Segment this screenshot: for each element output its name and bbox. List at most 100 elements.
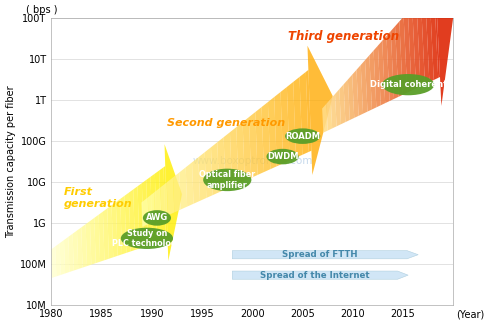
Polygon shape bbox=[268, 97, 277, 169]
Polygon shape bbox=[173, 172, 181, 212]
Polygon shape bbox=[55, 243, 61, 277]
Polygon shape bbox=[60, 240, 65, 275]
Polygon shape bbox=[165, 144, 182, 261]
Polygon shape bbox=[307, 46, 333, 175]
Polygon shape bbox=[154, 188, 162, 221]
Text: www.boxoptronics.com: www.boxoptronics.com bbox=[192, 157, 313, 166]
Polygon shape bbox=[352, 70, 359, 118]
Polygon shape bbox=[387, 31, 394, 101]
Polygon shape bbox=[378, 41, 385, 105]
Polygon shape bbox=[343, 80, 350, 122]
Polygon shape bbox=[164, 166, 168, 240]
Polygon shape bbox=[150, 174, 157, 244]
Polygon shape bbox=[262, 102, 270, 172]
Polygon shape bbox=[129, 189, 135, 252]
Polygon shape bbox=[230, 127, 239, 187]
Polygon shape bbox=[167, 177, 174, 215]
Polygon shape bbox=[90, 218, 96, 265]
Polygon shape bbox=[348, 75, 354, 120]
Polygon shape bbox=[326, 99, 332, 131]
Polygon shape bbox=[287, 82, 296, 161]
Polygon shape bbox=[124, 193, 131, 253]
Polygon shape bbox=[331, 94, 337, 128]
Polygon shape bbox=[434, 0, 440, 78]
Ellipse shape bbox=[382, 74, 434, 95]
Polygon shape bbox=[94, 215, 100, 263]
Polygon shape bbox=[51, 246, 56, 278]
Polygon shape bbox=[299, 72, 309, 155]
Polygon shape bbox=[236, 122, 245, 184]
Text: (Year): (Year) bbox=[456, 309, 485, 319]
Text: Optical fiber
amplifier: Optical fiber amplifier bbox=[199, 170, 255, 189]
Polygon shape bbox=[429, 0, 438, 80]
Polygon shape bbox=[339, 84, 345, 124]
Text: AWG: AWG bbox=[146, 214, 168, 222]
Polygon shape bbox=[73, 230, 78, 270]
Text: First
generation: First generation bbox=[64, 188, 132, 209]
Polygon shape bbox=[335, 89, 341, 126]
Polygon shape bbox=[64, 237, 70, 273]
Text: Study on
PLC technology: Study on PLC technology bbox=[112, 229, 182, 248]
Polygon shape bbox=[382, 36, 390, 103]
Polygon shape bbox=[148, 192, 155, 224]
Ellipse shape bbox=[143, 210, 171, 226]
Polygon shape bbox=[416, 0, 425, 86]
Polygon shape bbox=[425, 0, 434, 82]
Polygon shape bbox=[186, 162, 194, 207]
Polygon shape bbox=[146, 177, 153, 245]
Ellipse shape bbox=[285, 128, 320, 144]
Text: ROADM: ROADM bbox=[285, 132, 320, 141]
Polygon shape bbox=[356, 65, 363, 116]
Text: Third generation: Third generation bbox=[288, 30, 399, 43]
Polygon shape bbox=[120, 196, 126, 254]
Polygon shape bbox=[205, 147, 213, 198]
Polygon shape bbox=[142, 180, 148, 247]
Polygon shape bbox=[322, 104, 328, 133]
Y-axis label: Transmission capacity per fiber: Transmission capacity per fiber bbox=[5, 85, 16, 238]
Polygon shape bbox=[68, 234, 74, 272]
Polygon shape bbox=[421, 0, 429, 84]
Text: ( bps ): ( bps ) bbox=[26, 5, 58, 15]
Polygon shape bbox=[86, 221, 91, 266]
Polygon shape bbox=[293, 77, 302, 158]
Polygon shape bbox=[274, 92, 283, 166]
Polygon shape bbox=[103, 208, 109, 260]
Polygon shape bbox=[217, 137, 225, 192]
Polygon shape bbox=[133, 186, 140, 250]
Polygon shape bbox=[179, 167, 187, 210]
Polygon shape bbox=[198, 152, 206, 201]
Text: Spread of the Internet: Spread of the Internet bbox=[260, 271, 370, 280]
Polygon shape bbox=[232, 251, 418, 259]
Polygon shape bbox=[404, 12, 412, 93]
Polygon shape bbox=[306, 70, 311, 152]
Polygon shape bbox=[232, 271, 408, 279]
Polygon shape bbox=[243, 117, 251, 181]
Polygon shape bbox=[373, 46, 381, 107]
Polygon shape bbox=[192, 157, 200, 204]
Polygon shape bbox=[255, 107, 264, 175]
Polygon shape bbox=[77, 227, 83, 269]
Polygon shape bbox=[281, 87, 290, 163]
Polygon shape bbox=[369, 50, 376, 110]
Polygon shape bbox=[391, 26, 398, 99]
Polygon shape bbox=[434, 0, 453, 106]
Polygon shape bbox=[395, 21, 403, 97]
Polygon shape bbox=[249, 112, 258, 178]
Polygon shape bbox=[155, 171, 161, 242]
Polygon shape bbox=[361, 60, 368, 114]
Polygon shape bbox=[107, 205, 113, 259]
Ellipse shape bbox=[267, 149, 298, 164]
Polygon shape bbox=[112, 202, 118, 257]
Polygon shape bbox=[159, 167, 166, 241]
Polygon shape bbox=[211, 142, 219, 195]
Polygon shape bbox=[81, 224, 87, 267]
Polygon shape bbox=[142, 198, 149, 227]
Polygon shape bbox=[223, 132, 232, 189]
Polygon shape bbox=[116, 199, 122, 256]
Text: Second generation: Second generation bbox=[167, 118, 285, 128]
Text: DWDM: DWDM bbox=[267, 152, 298, 161]
Text: Digital coherent: Digital coherent bbox=[369, 80, 447, 89]
Polygon shape bbox=[138, 183, 144, 248]
Polygon shape bbox=[399, 17, 407, 95]
Text: Spread of FTTH: Spread of FTTH bbox=[282, 250, 357, 259]
